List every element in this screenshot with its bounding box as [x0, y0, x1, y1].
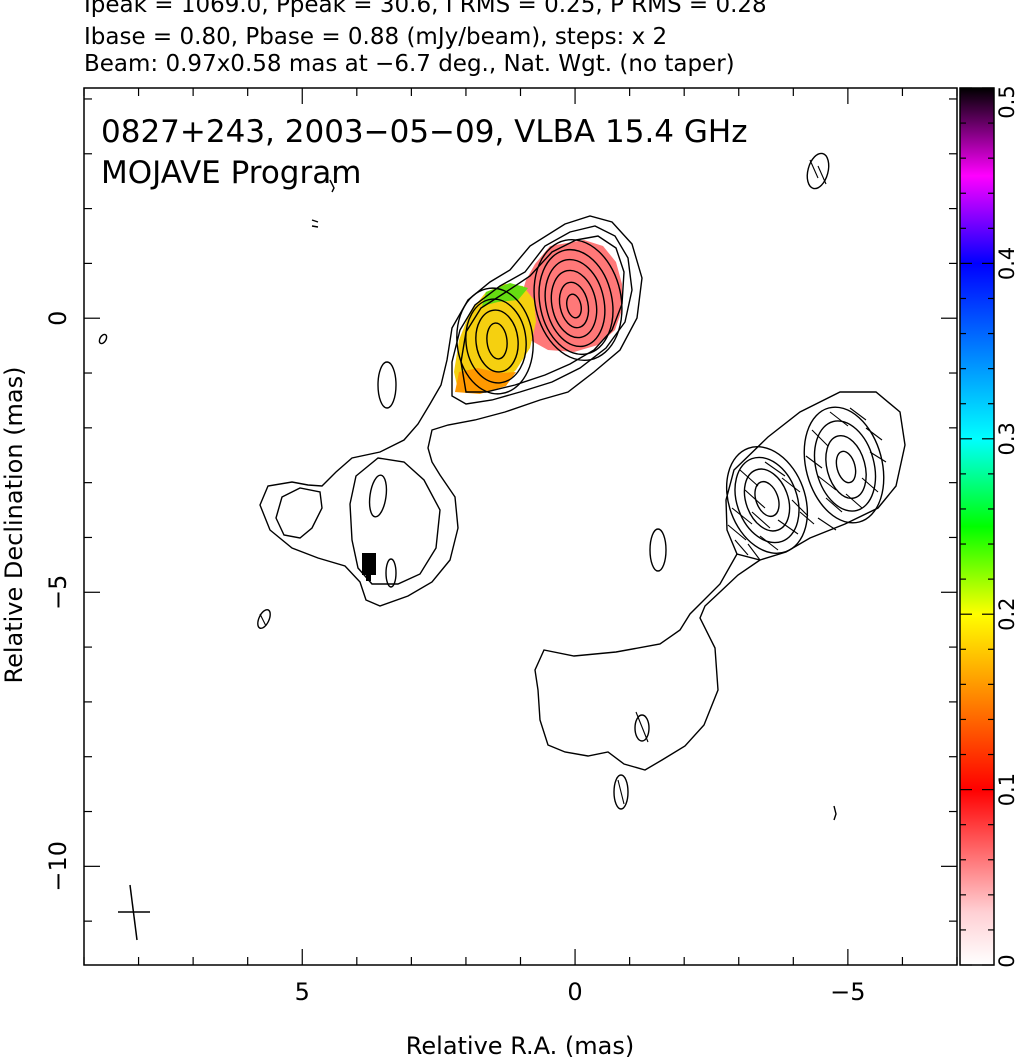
contour-inner-east-2 [349, 457, 441, 585]
x-axis-label: Relative R.A. (mas) [406, 1032, 634, 1060]
polarization-vectors [259, 159, 887, 805]
y-tick-labels: 0 −5 −10 [44, 311, 72, 892]
header-base-steps-line: Ibase = 0.80, Pbase = 0.88 (mJy/beam), s… [84, 24, 668, 50]
colorbar-tick-labels: 0 0.1 0.2 0.3 0.4 0.5 [995, 85, 1019, 967]
contour-west-lower-bridge [534, 553, 761, 771]
axis-ticks [83, 88, 958, 965]
contour-inner-east-1 [275, 487, 323, 539]
colorbar-tick-label: 0.1 [995, 773, 1019, 806]
polarization-pixel-cluster [362, 553, 376, 575]
contour-west-outer [725, 391, 906, 561]
colorbar-tick-label: 0.5 [995, 85, 1019, 118]
y-tick-label: −10 [44, 841, 72, 892]
contour-level-2 [451, 225, 633, 405]
colorbar-tick-label: 0.2 [995, 597, 1019, 630]
beam-marker [118, 884, 150, 941]
x-tick-label: −5 [830, 978, 865, 1006]
polarization-overlay-secondary-orange [455, 368, 516, 394]
y-tick-label: 0 [44, 311, 72, 326]
header-beam-line: Beam: 0.97x0.58 mas at −6.7 deg., Nat. W… [84, 51, 735, 77]
contour-outer [259, 215, 643, 607]
colorbar [959, 87, 995, 966]
x-tick-labels: 5 0 −5 [295, 978, 866, 1006]
x-tick-label: 5 [295, 978, 310, 1006]
colorbar-ticks [960, 87, 994, 966]
colorbar-tick-label: 0 [995, 954, 1019, 967]
y-axis-label: Relative Declination (mas) [0, 366, 28, 683]
colorbar-tick-label: 0.4 [995, 247, 1019, 280]
x-tick-label: 0 [567, 978, 582, 1006]
plot-frame [83, 87, 958, 966]
header-peak-rms-line: Ipeak = 1069.0, Ppeak = 30.6, I RMS = 0.… [84, 0, 767, 18]
y-tick-label: −5 [44, 575, 72, 610]
plot-title: 0827+243, 2003−05−09, VLBA 15.4 GHz [101, 114, 747, 150]
plot-subtitle: MOJAVE Program [101, 155, 361, 191]
colorbar-tick-label: 0.3 [995, 422, 1019, 455]
intensity-contours [98, 152, 906, 821]
